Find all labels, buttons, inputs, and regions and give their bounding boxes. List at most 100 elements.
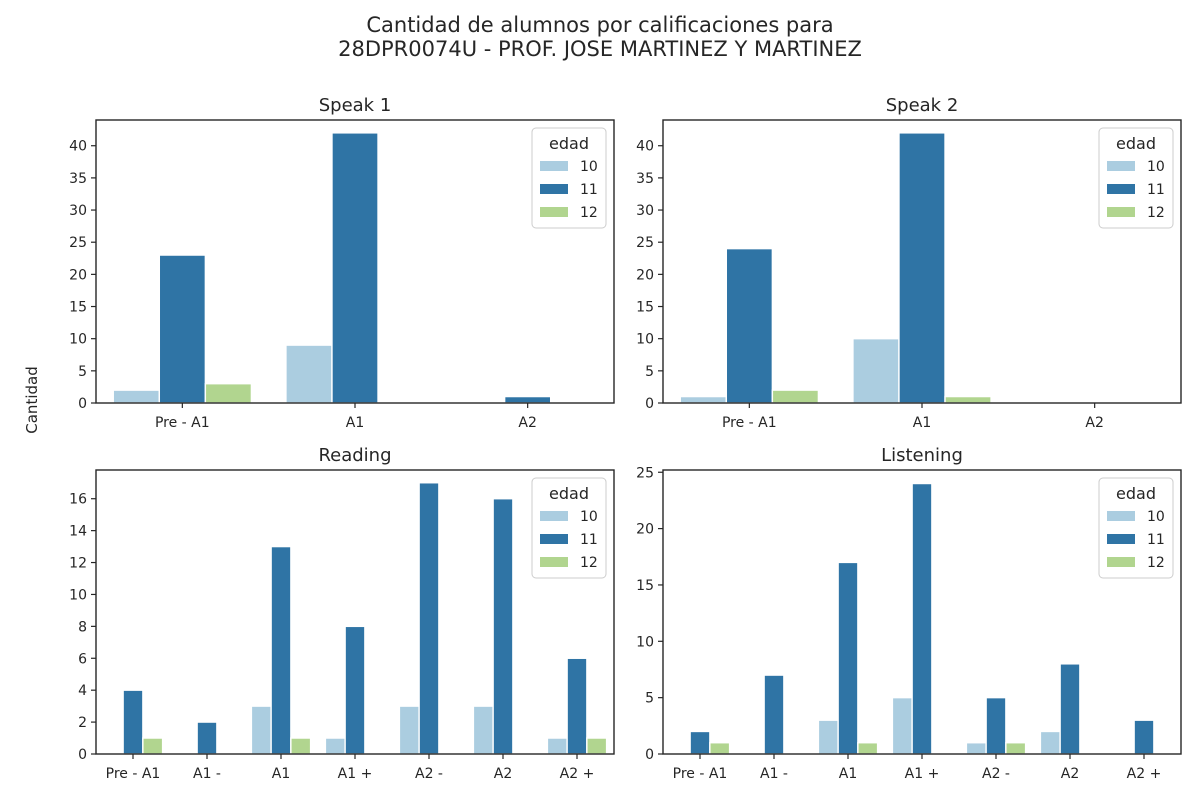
bar-edad-11 xyxy=(270,545,292,755)
y-tick-label: 10 xyxy=(69,332,87,348)
x-tick-label: A1 + xyxy=(338,766,373,782)
bar-edad-12 xyxy=(857,742,879,755)
bar-edad-11 xyxy=(689,730,711,755)
y-tick-label: 40 xyxy=(636,139,654,155)
y-tick-label: 35 xyxy=(69,171,87,187)
y-tick-label: 14 xyxy=(69,524,87,540)
y-tick-label: 2 xyxy=(78,715,87,731)
y-tick-label: 25 xyxy=(636,465,654,481)
x-tick-label: Pre - A1 xyxy=(106,766,161,782)
y-tick-label: 10 xyxy=(636,332,654,348)
bar-edad-10 xyxy=(324,737,346,755)
legend-label: 10 xyxy=(580,159,598,175)
plot-frame xyxy=(662,469,1182,755)
subplot-reading: Reading 0 2 4 6 8 10 12 14 16 Pre - A1 A1 - A1 A1 + A2… xyxy=(69,445,615,782)
x-tick-label: Pre - A1 xyxy=(673,766,728,782)
legend-swatch-10 xyxy=(1107,161,1135,171)
x-tick-label: A1 xyxy=(913,415,931,431)
y-tick-label: 40 xyxy=(69,139,87,155)
bar-edad-12 xyxy=(709,742,731,755)
bar-edad-10 xyxy=(817,719,839,755)
x-tick-label: A2 xyxy=(1085,415,1103,431)
legend-label: 11 xyxy=(580,182,598,198)
legend-label: 10 xyxy=(1147,509,1165,525)
bar-edad-12 xyxy=(1005,742,1027,755)
bar-edad-11 xyxy=(1133,719,1155,755)
bar-edad-11 xyxy=(331,132,379,404)
y-tick-label: 0 xyxy=(78,396,87,412)
y-tick-label: 30 xyxy=(636,203,654,219)
legend-swatch-10 xyxy=(540,511,568,521)
bar-edad-10 xyxy=(1039,730,1061,755)
plot-frame xyxy=(95,119,615,404)
legend-swatch-10 xyxy=(1107,511,1135,521)
x-tick-label: A2 + xyxy=(1127,766,1162,782)
y-tick-label: 25 xyxy=(636,235,654,251)
bar-edad-10 xyxy=(891,696,913,755)
bar-edad-11 xyxy=(344,625,366,755)
bar-edad-11 xyxy=(911,482,933,755)
bar-edad-11 xyxy=(418,482,440,755)
y-tick-label: 12 xyxy=(69,556,87,572)
y-tick-label: 20 xyxy=(69,267,87,283)
y-tick-label: 15 xyxy=(636,300,654,316)
subplot-title: Speak 2 xyxy=(886,95,959,116)
legend-title: edad xyxy=(549,484,589,503)
legend-swatch-12 xyxy=(540,557,568,567)
y-tick-label: 10 xyxy=(69,587,87,603)
legend-swatch-11 xyxy=(1107,534,1135,544)
y-tick-label: 15 xyxy=(69,300,87,316)
subplot-listening: Listening 0 5 10 15 20 25 Pre - A1 A1 - A1 A1 + A2 … xyxy=(636,445,1182,782)
bar-edad-11 xyxy=(837,561,859,755)
x-tick-label: Pre - A1 xyxy=(155,415,210,431)
legend-label: 12 xyxy=(1147,555,1165,571)
y-tick-label: 15 xyxy=(636,578,654,594)
y-tick-label: 5 xyxy=(645,691,654,707)
subplot-title: Reading xyxy=(318,445,391,466)
x-tick-label: A1 xyxy=(346,415,364,431)
bar-edad-10 xyxy=(285,344,333,404)
legend-title: edad xyxy=(1116,134,1156,153)
y-tick-label: 30 xyxy=(69,203,87,219)
y-tick-label: 25 xyxy=(69,235,87,251)
bar-edad-10 xyxy=(852,337,900,404)
y-tick-label: 20 xyxy=(636,267,654,283)
legend-swatch-12 xyxy=(1107,557,1135,567)
x-tick-label: A2 xyxy=(494,766,512,782)
y-tick-label: 10 xyxy=(636,634,654,650)
bar-edad-12 xyxy=(142,737,164,755)
bar-edad-11 xyxy=(122,689,144,755)
legend-box xyxy=(531,127,607,229)
bar-edad-11 xyxy=(492,498,514,755)
bar-edad-11 xyxy=(985,696,1007,755)
x-tick-label: A2 - xyxy=(415,766,443,782)
x-tick-label: A1 + xyxy=(905,766,940,782)
bar-edad-10 xyxy=(679,395,728,404)
x-tick-label: A2 xyxy=(1061,766,1079,782)
x-tick-label: A1 xyxy=(839,766,857,782)
bar-edad-10 xyxy=(472,705,494,755)
bar-edad-10 xyxy=(250,705,272,755)
x-tick-label: A2 + xyxy=(560,766,595,782)
plot-frame xyxy=(95,469,615,755)
bar-edad-11 xyxy=(1059,663,1081,755)
bar-edad-12 xyxy=(290,737,312,755)
bar-edad-12 xyxy=(586,737,608,755)
y-tick-label: 5 xyxy=(645,364,654,380)
y-tick-label: 35 xyxy=(636,171,654,187)
bar-edad-10 xyxy=(546,737,568,755)
y-tick-label: 0 xyxy=(78,747,87,763)
y-tick-label: 0 xyxy=(645,747,654,763)
legend-box xyxy=(531,477,607,579)
y-tick-label: 4 xyxy=(78,683,87,699)
subplot-title: Listening xyxy=(881,445,963,466)
bar-edad-11 xyxy=(158,254,207,404)
legend-label: 12 xyxy=(580,205,598,221)
bar-edad-12 xyxy=(944,395,992,404)
bar-edad-11 xyxy=(898,132,946,404)
legend-swatch-11 xyxy=(540,534,568,544)
x-tick-label: Pre - A1 xyxy=(722,415,777,431)
bar-edad-11 xyxy=(503,395,552,404)
